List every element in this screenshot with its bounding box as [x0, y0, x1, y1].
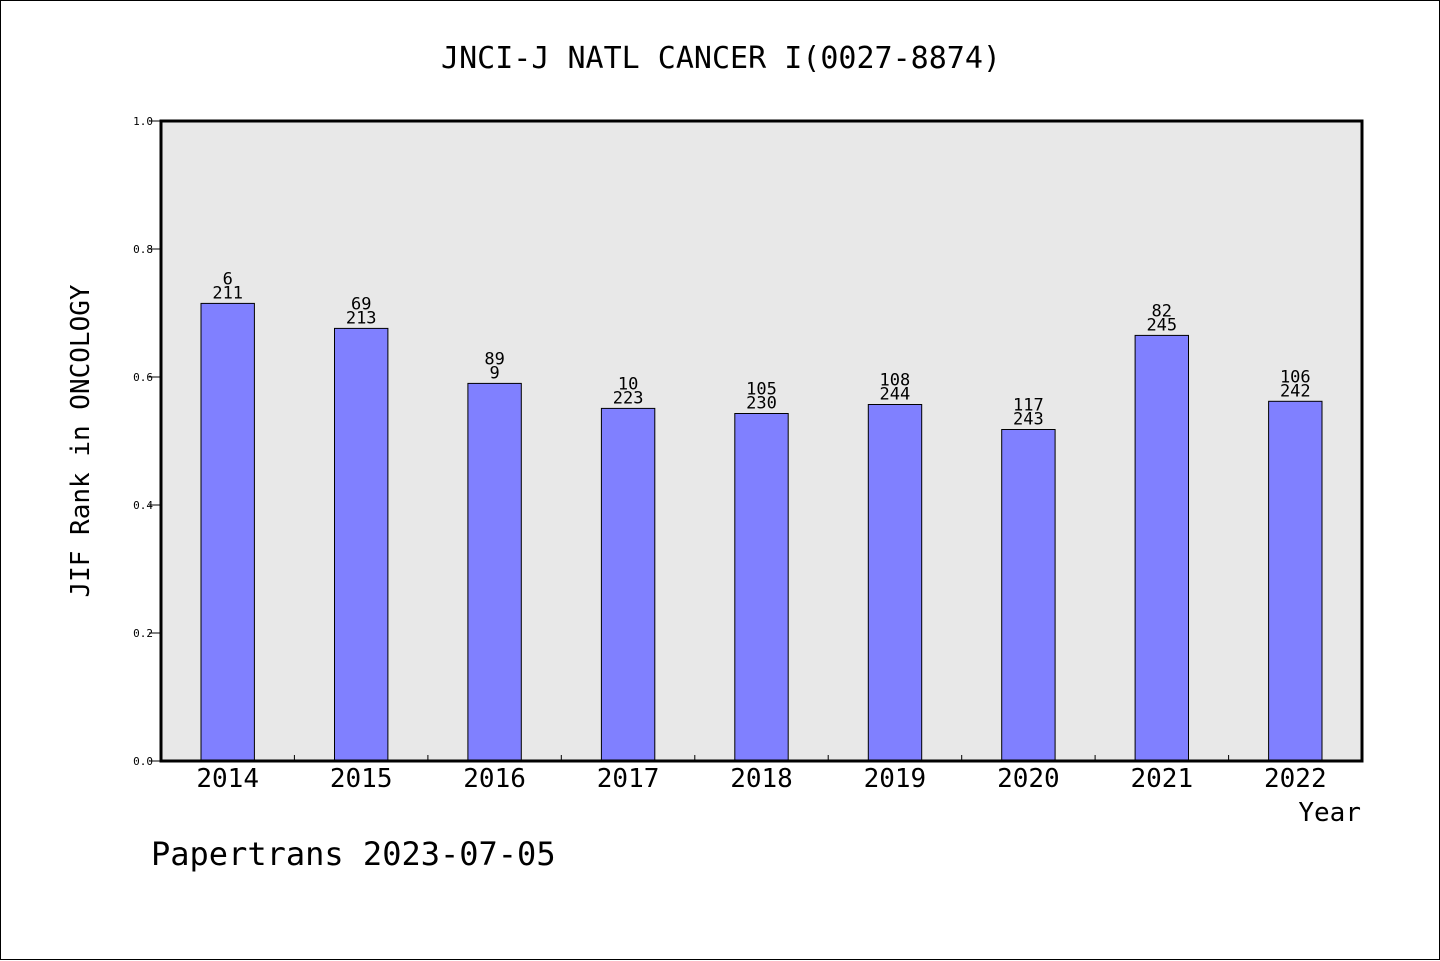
bar-2014: [200, 302, 255, 762]
bar-2018: [734, 413, 789, 762]
bar-label-bottom-2016: 9: [489, 363, 499, 383]
bar-2015: [334, 327, 389, 762]
x-tick-label-2014: 2014: [196, 764, 259, 794]
x-tick-label-2017: 2017: [597, 764, 660, 794]
bar-label-top-2014: 6: [223, 269, 233, 289]
bar-label-bottom-2015: 213: [346, 308, 377, 328]
bar-label-top-2018: 105: [746, 380, 777, 400]
bar-label-bottom-2018: 230: [746, 394, 777, 414]
y-axis-label: JIF Rank in ONCOLOGY: [66, 284, 96, 597]
y-tick-label-0.8: 0.8: [133, 243, 153, 256]
x-tick-label-2022: 2022: [1264, 764, 1327, 794]
x-tick-label-2020: 2020: [997, 764, 1060, 794]
bar-label-top-2015: 69: [351, 294, 371, 314]
y-tick-label-0.0: 0.0: [133, 755, 153, 768]
y-tick-label-0.2: 0.2: [133, 627, 153, 640]
bar-label-bottom-2017: 223: [613, 388, 644, 408]
bar-2021: [1134, 334, 1189, 762]
x-tick-label-2018: 2018: [730, 764, 793, 794]
bar-label-bottom-2019: 244: [880, 385, 911, 405]
bar-2020: [1001, 429, 1056, 762]
plot-border: [159, 119, 1364, 763]
x-ticks-group: 2014 2015 2016 2017 2018 2019 2020 2021 2022: [196, 755, 1327, 794]
y-tick-label-1.0: 1.0: [133, 115, 153, 128]
bar-2017: [600, 407, 656, 762]
bar-label-top-2019: 108: [880, 371, 911, 391]
y-tick-label-0.4: 0.4: [133, 499, 153, 512]
bar-label-top-2020: 117: [1013, 396, 1044, 416]
bar-label-bottom-2022: 242: [1280, 381, 1311, 401]
bar-label-top-2021: 82: [1152, 301, 1172, 321]
x-tick-label-2019: 2019: [864, 764, 927, 794]
x-tick-label-2016: 2016: [463, 764, 526, 794]
bar-label-top-2022: 106: [1280, 367, 1311, 387]
x-tick-label-2021: 2021: [1130, 764, 1193, 794]
bar-label-bottom-2014: 211: [212, 283, 243, 303]
x-tick-label-2015: 2015: [330, 764, 393, 794]
bar-label-top-2016: 89: [484, 349, 504, 369]
y-tick-label-0.6: 0.6: [133, 371, 153, 384]
footer-credit: Papertrans 2023-07-05: [151, 835, 556, 873]
y-ticks-group: 0.0 0.2 0.4 0.6 0.8 1.0: [133, 115, 161, 768]
bar-2022: [1268, 400, 1323, 762]
bar-2016: [467, 382, 522, 762]
bar-2019: [867, 404, 923, 762]
bar-label-top-2017: 10: [618, 374, 638, 394]
bar-label-bottom-2020: 243: [1013, 410, 1044, 430]
chart-title: JNCI-J NATL CANCER I(0027-8874): [441, 41, 1001, 76]
x-axis-label: Year: [1298, 798, 1361, 828]
bar-label-bottom-2021: 245: [1146, 315, 1177, 335]
